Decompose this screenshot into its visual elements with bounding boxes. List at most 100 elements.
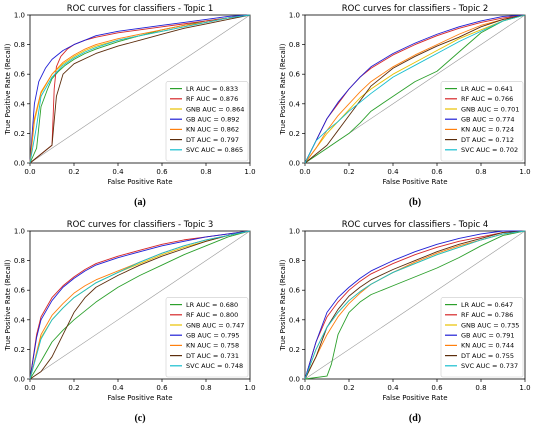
y-tick-label: 0.2 (14, 346, 25, 354)
series-line-dt (29, 14, 251, 164)
y-tick-label: 0.8 (289, 41, 300, 49)
series-line-lr (29, 14, 251, 164)
series-line-rf (29, 230, 251, 380)
series-line-svc (304, 230, 526, 380)
series-line-gb (29, 14, 251, 164)
y-tick-label: 0.4 (14, 100, 26, 108)
x-axis-title: False Positive Rate (382, 394, 447, 402)
legend-entry: GB AUC = 0.774 (461, 116, 515, 124)
y-tick-label: 0.0 (14, 376, 25, 384)
series-line-svc (304, 14, 526, 164)
legend-entry: SVC AUC = 0.737 (461, 362, 518, 370)
x-tick-label: 0.4 (112, 384, 124, 392)
legend-box (440, 81, 524, 162)
x-tick-label: 0.6 (156, 168, 168, 176)
series-line-dt (29, 230, 251, 380)
y-axis-title: True Positive Rate (Recall) (4, 259, 12, 351)
legend-entry: SVC AUC = 0.702 (461, 146, 518, 154)
panel-caption: (d) (409, 413, 421, 424)
x-tick-label: 0.8 (200, 384, 211, 392)
legend-entry: DT AUC = 0.731 (186, 352, 239, 360)
x-tick-label: 0.4 (387, 168, 399, 176)
y-tick-label: 0.8 (14, 41, 25, 49)
panel-caption: (a) (134, 197, 146, 208)
y-tick-label: 0.8 (289, 257, 300, 265)
y-tick-label: 0.6 (289, 287, 301, 295)
y-tick-label: 0.0 (14, 160, 25, 168)
series-line-kn (29, 14, 251, 164)
chart-panel-topic-1: ROC curves for classifiers - Topic 1 0.0 0… (0, 0, 275, 216)
x-tick-label: 0.6 (431, 168, 443, 176)
series-line-kn (304, 14, 526, 164)
series-line-lr (29, 230, 251, 380)
x-tick-label: 0.2 (343, 168, 354, 176)
legend-entry: DT AUC = 0.797 (186, 136, 239, 144)
legend-entry: LR AUC = 0.680 (186, 301, 238, 309)
y-tick-label: 0.4 (289, 100, 301, 108)
roc-chart-topic-2: ROC curves for classifiers - Topic 20.0 0… (279, 4, 531, 208)
legend-box (440, 297, 524, 378)
y-axis-title: True Positive Rate (Recall) (4, 43, 12, 135)
legend-entry: GNB AUC = 0.701 (461, 105, 519, 113)
legend-entry: DT AUC = 0.712 (461, 136, 514, 144)
legend-entry: LR AUC = 0.647 (461, 301, 513, 309)
legend-entry: GB AUC = 0.791 (461, 332, 515, 340)
chart-panel-topic-2: ROC curves for classifiers - Topic 2 0.0 0… (275, 0, 550, 216)
x-tick-label: 1.0 (519, 168, 530, 176)
legend-entry: GB AUC = 0.892 (186, 116, 240, 124)
legend-entry: GB AUC = 0.795 (186, 332, 240, 340)
y-tick-label: 0.0 (289, 376, 300, 384)
legend-entry: KN AUC = 0.758 (186, 342, 239, 350)
x-tick-label: 0.0 (24, 168, 35, 176)
x-tick-label: 0.6 (431, 384, 443, 392)
legend-entry: KN AUC = 0.744 (461, 342, 514, 350)
x-tick-label: 0.2 (68, 168, 79, 176)
x-axis-title: False Positive Rate (107, 394, 172, 402)
x-tick-label: 0.2 (343, 384, 354, 392)
x-tick-label: 0.8 (200, 168, 211, 176)
panel-caption: (c) (134, 413, 145, 424)
y-axis-title: True Positive Rate (Recall) (279, 259, 287, 351)
x-tick-label: 0.0 (299, 384, 310, 392)
y-tick-label: 1.0 (14, 12, 25, 20)
chart-title: ROC curves for classifiers - Topic 3 (67, 220, 214, 230)
y-tick-label: 0.4 (14, 316, 26, 324)
y-tick-label: 0.2 (14, 130, 25, 138)
x-tick-label: 0.4 (112, 168, 124, 176)
chart-title: ROC curves for classifiers - Topic 1 (67, 4, 214, 14)
series-line-gb (29, 230, 251, 380)
legend-entry: GNB AUC = 0.735 (461, 321, 519, 329)
legend-entry: RF AUC = 0.786 (461, 311, 513, 319)
legend-entry: KN AUC = 0.862 (186, 126, 239, 134)
chance-diagonal-line (304, 230, 526, 380)
y-tick-label: 0.8 (14, 257, 25, 265)
x-tick-label: 1.0 (519, 384, 530, 392)
legend-entry: RF AUC = 0.800 (186, 311, 238, 319)
roc-chart-topic-4: ROC curves for classifiers - Topic 40.0 0… (279, 220, 531, 424)
x-tick-label: 0.0 (299, 168, 310, 176)
chart-panel-topic-3: ROC curves for classifiers - Topic 3 0.0 0… (0, 216, 275, 432)
y-tick-label: 1.0 (289, 12, 300, 20)
chance-diagonal-line (29, 230, 251, 380)
roc-chart-topic-1: ROC curves for classifiers - Topic 10.0 0… (4, 4, 256, 208)
x-tick-label: 0.8 (475, 168, 486, 176)
legend-box (165, 81, 249, 162)
series-line-lr (304, 230, 526, 380)
legend-entry: LR AUC = 0.833 (186, 85, 238, 93)
legend-entry: GNB AUC = 0.747 (186, 321, 244, 329)
legend-entry: KN AUC = 0.724 (461, 126, 514, 134)
series-line-lr (304, 14, 526, 164)
x-tick-label: 0.8 (475, 384, 486, 392)
legend-box (165, 297, 249, 378)
chart-title: ROC curves for classifiers - Topic 2 (342, 4, 489, 14)
series-line-svc (29, 14, 251, 164)
legend-entry: SVC AUC = 0.865 (186, 146, 243, 154)
y-tick-label: 0.6 (289, 71, 301, 79)
legend-entry: SVC AUC = 0.748 (186, 362, 243, 370)
y-axis-title: True Positive Rate (Recall) (279, 43, 287, 135)
y-tick-label: 0.2 (289, 346, 300, 354)
y-tick-label: 0.0 (289, 160, 300, 168)
legend-entry: LR AUC = 0.641 (461, 85, 513, 93)
y-tick-label: 0.4 (289, 316, 301, 324)
series-line-gb (304, 230, 525, 380)
